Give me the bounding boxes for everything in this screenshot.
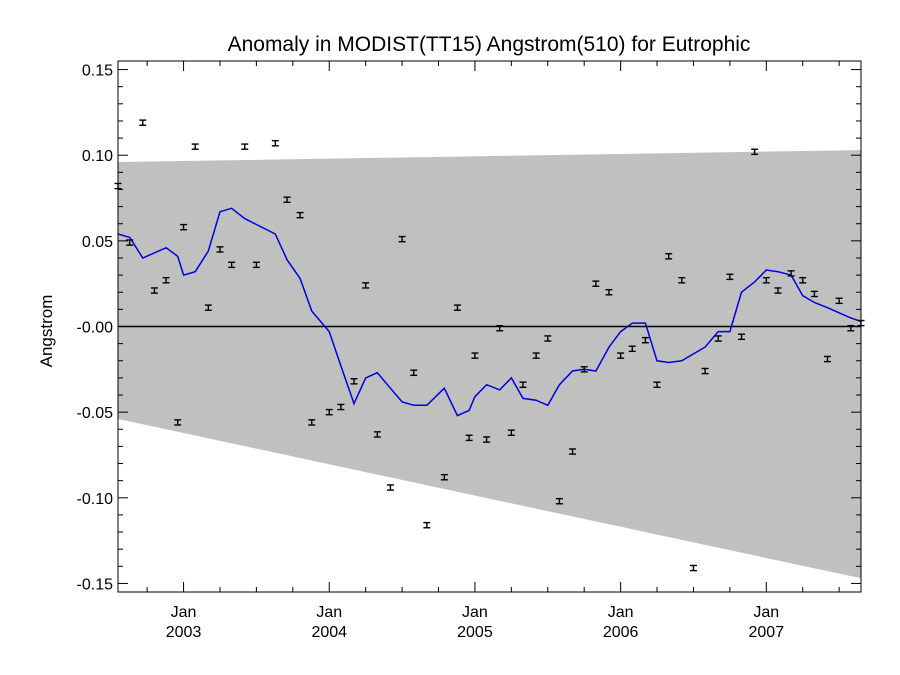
data-point	[440, 473, 448, 481]
data-point	[410, 369, 418, 377]
data-point	[228, 261, 236, 269]
data-point	[386, 484, 394, 491]
data-point	[847, 324, 855, 332]
smoothed-series-line	[117, 207, 862, 417]
data-point	[799, 276, 807, 284]
data-point	[738, 333, 746, 341]
x-tick-label-year: 2005	[457, 624, 493, 641]
data-point	[252, 261, 260, 269]
data-point	[605, 288, 613, 296]
data-point	[569, 448, 577, 455]
data-point	[398, 235, 406, 243]
x-tick-label-year: 2006	[603, 624, 639, 641]
x-tick-label-month: Jan	[608, 604, 634, 621]
x-tick-label-year: 2007	[749, 624, 785, 641]
data-point	[204, 304, 212, 311]
data-point	[507, 429, 515, 436]
data-point	[126, 239, 134, 246]
y-tick-label: 0.10	[82, 148, 113, 165]
x-tick-label-month: Jan	[316, 604, 342, 621]
data-point	[325, 408, 333, 416]
data-point	[762, 276, 770, 284]
data-point	[150, 287, 158, 294]
confidence-band	[118, 150, 861, 579]
data-point	[726, 273, 734, 281]
data-point	[453, 304, 461, 311]
data-point	[580, 366, 588, 373]
data-point	[617, 352, 625, 359]
data-point	[241, 143, 249, 150]
data-point	[271, 139, 279, 147]
data-point	[174, 419, 182, 426]
data-point	[296, 211, 304, 219]
x-tick-label-month: Jan	[462, 604, 488, 621]
data-point	[678, 276, 686, 284]
data-point	[283, 196, 291, 204]
data-point	[592, 280, 600, 287]
data-point	[350, 378, 358, 385]
data-point	[216, 246, 224, 253]
data-point	[373, 431, 381, 438]
data-point	[751, 148, 759, 156]
data-point	[191, 143, 199, 150]
data-point	[555, 497, 563, 505]
data-points	[114, 119, 865, 572]
data-point	[139, 119, 147, 126]
y-tick-label: 0.15	[82, 63, 113, 80]
data-point	[835, 297, 843, 305]
data-point	[689, 564, 697, 572]
x-tick-label-year: 2003	[166, 624, 202, 641]
axes: 0.15 0.10 0.05 -0.00 -0.05 -0.10 -0.15 Jan 2003 J…	[77, 61, 861, 641]
data-point	[532, 352, 540, 359]
chart-title: Anomaly in MODIST(TT15) Angstrom(510) fo…	[228, 33, 751, 56]
data-point	[337, 403, 345, 411]
y-tick-label: 0.05	[82, 234, 113, 251]
data-point	[641, 336, 649, 344]
data-point	[665, 253, 673, 260]
data-point	[180, 223, 188, 231]
data-point	[774, 287, 782, 294]
data-point	[483, 436, 491, 443]
data-point	[787, 270, 795, 277]
data-point	[496, 324, 504, 332]
y-tick-label: -0.05	[77, 405, 114, 422]
data-point	[362, 282, 370, 289]
data-point	[423, 521, 431, 529]
data-point	[653, 381, 661, 389]
data-point	[519, 381, 527, 389]
data-point	[308, 419, 316, 426]
data-point	[714, 335, 722, 342]
data-point	[701, 367, 709, 375]
data-point	[465, 434, 473, 442]
data-point	[810, 290, 818, 298]
y-tick-label: -0.10	[77, 491, 114, 508]
x-tick-label-year: 2004	[311, 624, 347, 641]
data-point	[823, 355, 831, 363]
y-tick-label: -0.15	[77, 576, 114, 593]
y-tick-label: -0.00	[77, 320, 114, 337]
x-tick-label-month: Jan	[171, 604, 197, 621]
data-point	[162, 276, 170, 284]
plot-area	[114, 119, 865, 579]
x-tick-label-month: Jan	[753, 604, 779, 621]
data-point	[628, 345, 636, 353]
y-axis-label: Angstrom	[37, 295, 56, 368]
data-point	[471, 352, 479, 359]
data-point	[544, 335, 552, 342]
